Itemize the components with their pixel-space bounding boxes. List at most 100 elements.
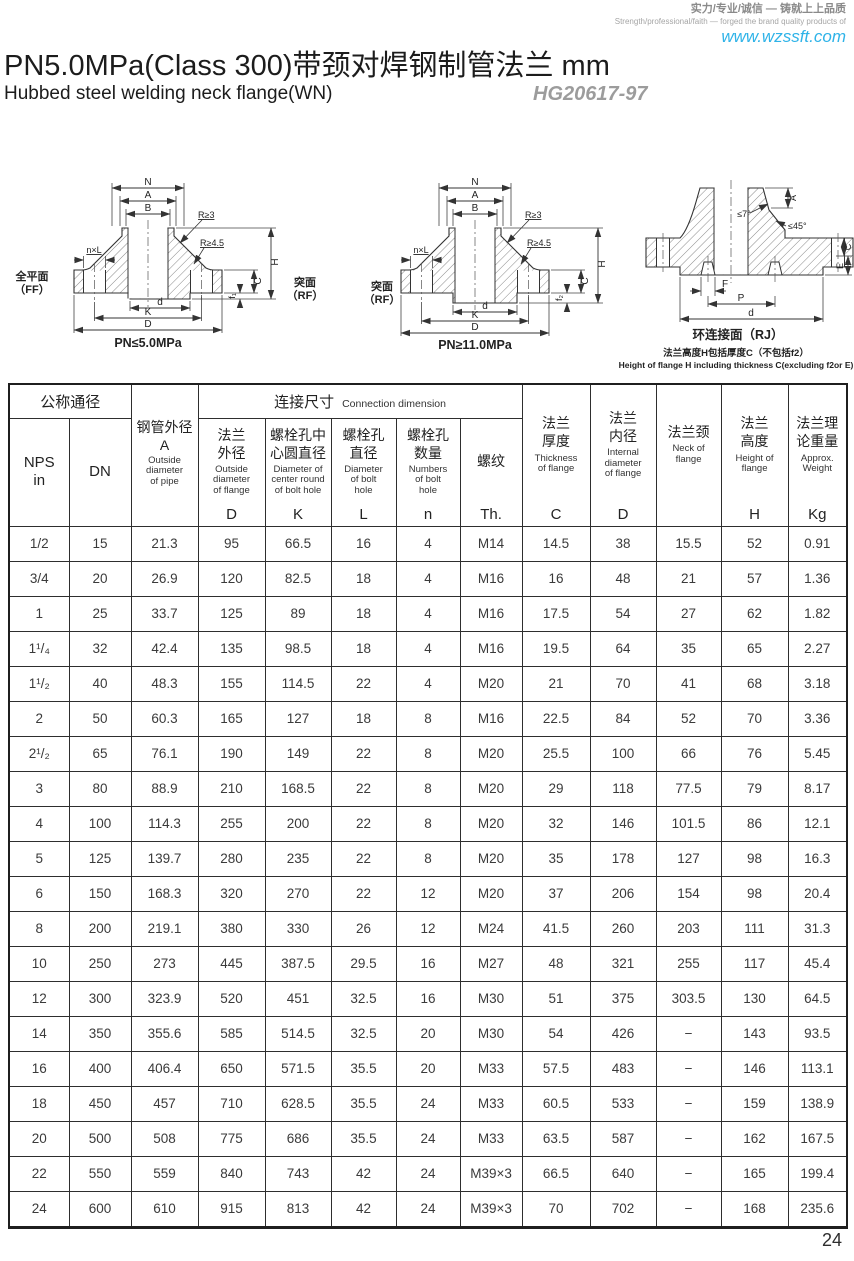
table-cell: 4 bbox=[395, 525, 461, 562]
table-cell: 451 bbox=[264, 980, 332, 1017]
table-cell: 0.91 bbox=[787, 525, 848, 562]
table-row: 14 350 355.6 585 514.5 32.5 20 M30 54 426−143 93.5 bbox=[8, 1015, 848, 1052]
table-cell: 6 bbox=[8, 875, 70, 912]
table-cell: 32.5 bbox=[330, 1015, 397, 1052]
col-group-nominal: 公称通径 bbox=[8, 383, 132, 419]
table-cell: 20 bbox=[8, 1120, 70, 1157]
table-cell: 54 bbox=[521, 1015, 591, 1052]
table-cell: 35.5 bbox=[330, 1085, 397, 1122]
radius-top-label: R≥3 bbox=[198, 210, 214, 220]
table-cell: 35.5 bbox=[330, 1120, 397, 1157]
table-cell: 8.17 bbox=[787, 770, 848, 807]
table-cell: 20 bbox=[395, 1015, 461, 1052]
dim-b-label: B bbox=[472, 203, 479, 214]
table-cell: 31.3 bbox=[787, 910, 848, 947]
table-cell: 35 bbox=[521, 840, 591, 877]
drawing3-note-en: Height of flange H including thickness C… bbox=[619, 360, 854, 370]
table-cell: 82.5 bbox=[264, 560, 332, 597]
table-cell: 775 bbox=[197, 1120, 266, 1157]
table-cell: 154 bbox=[655, 875, 722, 912]
table-cell: 20 bbox=[395, 1050, 461, 1087]
table-cell: 93.5 bbox=[787, 1015, 848, 1052]
table-cell: 21.3 bbox=[130, 525, 199, 562]
dim-d-out-label: D bbox=[144, 319, 151, 330]
table-cell: 303.5 bbox=[655, 980, 722, 1017]
page-number: 24 bbox=[821, 1230, 842, 1250]
table-row: 8 200 219.1 380 330 26 12 M24 41.5 260 203 111 31.3 bbox=[8, 910, 848, 947]
table-cell: 98 bbox=[720, 875, 789, 912]
table-cell: 118 bbox=[589, 770, 657, 807]
table-row: 1¹/₄ 32 42.4 135 98.5 18 4 M16 19.5 64 35 65 2.27 bbox=[8, 630, 848, 667]
table-cell: 120 bbox=[197, 560, 266, 597]
table-cell: 101.5 bbox=[655, 805, 722, 842]
table-row: 10 250 273 445 387.5 29.5 16 M27 48 321 255 117 45.4 bbox=[8, 945, 848, 982]
centerlines bbox=[421, 220, 529, 310]
table-cell: 387.5 bbox=[264, 945, 332, 982]
table-cell: 483 bbox=[589, 1050, 657, 1087]
table-cell: 57.5 bbox=[521, 1050, 591, 1087]
col-header-bolt-hole: 螺栓孔 直径 Diameter of bolt hole L bbox=[330, 417, 397, 527]
table-cell: 520 bbox=[197, 980, 266, 1017]
table-cell: 200 bbox=[264, 805, 332, 842]
table-cell: 95 bbox=[197, 525, 266, 562]
table-cell: 167.5 bbox=[787, 1120, 848, 1157]
table-cell: 65 bbox=[68, 735, 132, 772]
table-cell: 3 bbox=[8, 770, 70, 807]
table-cell: M39×3 bbox=[459, 1155, 523, 1192]
table-cell: M27 bbox=[459, 945, 523, 982]
dim-f-label: F bbox=[722, 279, 728, 290]
table-cell: 1.36 bbox=[787, 560, 848, 597]
table-cell: 25 bbox=[68, 595, 132, 632]
face-ff-cn: 全平面 bbox=[15, 269, 49, 283]
table-cell: 70 bbox=[521, 1190, 591, 1228]
table-cell: 146 bbox=[720, 1050, 789, 1087]
table-cell: 18 bbox=[330, 560, 397, 597]
website-link[interactable]: www.wzssft.com bbox=[721, 27, 846, 46]
table-cell: 27 bbox=[655, 595, 722, 632]
table-cell: 8 bbox=[395, 805, 461, 842]
table-cell: 62 bbox=[720, 595, 789, 632]
table-cell: M16 bbox=[459, 595, 523, 632]
table-cell: 355.6 bbox=[130, 1015, 199, 1052]
table-cell: 37 bbox=[521, 875, 591, 912]
table-cell: M16 bbox=[459, 630, 523, 667]
table-cell: 65 bbox=[720, 630, 789, 667]
table-cell: 165 bbox=[197, 700, 266, 737]
table-cell: 323.9 bbox=[130, 980, 199, 1017]
table-cell: 250 bbox=[68, 945, 132, 982]
face-rf-en: （RF） bbox=[364, 293, 401, 306]
dim-f2-label: f₂ bbox=[554, 294, 564, 301]
table-cell: 15.5 bbox=[655, 525, 722, 562]
dimension-table: 公称通径 钢管外径 A Outside diameter of pipe 连接尺… bbox=[8, 383, 849, 1229]
table-cell: 840 bbox=[197, 1155, 266, 1192]
table-cell: 111 bbox=[720, 910, 789, 947]
table-row: 24 600 610 915 813 42 24 M39×3 70 702−168 235.6 bbox=[8, 1190, 848, 1228]
table-cell: − bbox=[655, 1155, 722, 1192]
table-cell: 508 bbox=[130, 1120, 199, 1157]
table-cell: 114.3 bbox=[130, 805, 199, 842]
table-cell: 88.9 bbox=[130, 770, 199, 807]
table-cell: 255 bbox=[655, 945, 722, 982]
table-cell: 42 bbox=[330, 1155, 397, 1192]
table-row: 12 300 323.9 520 451 32.5 16 M30 51 375 303.5 130 64… bbox=[8, 980, 848, 1017]
table-cell: 16 bbox=[8, 1050, 70, 1087]
table-cell: 5.45 bbox=[787, 735, 848, 772]
table-row: 22 550 559 840 743 42 24 M39×3 66.5 640−165 199.4 bbox=[8, 1155, 848, 1192]
col-header-dn: DN bbox=[68, 417, 132, 527]
dim-c-label: C bbox=[580, 277, 591, 284]
drawing2-caption: PN≥11.0MPa bbox=[438, 338, 513, 352]
table-cell: 550 bbox=[68, 1155, 132, 1192]
table-cell: 585 bbox=[197, 1015, 266, 1052]
table-cell: 89 bbox=[264, 595, 332, 632]
table-cell: 12 bbox=[8, 980, 70, 1017]
table-cell: 51 bbox=[521, 980, 591, 1017]
table-cell: 41 bbox=[655, 665, 722, 702]
table-cell: 15 bbox=[68, 525, 132, 562]
table-cell: 22 bbox=[330, 665, 397, 702]
radius-bottom-label: R≥4.5 bbox=[527, 238, 551, 248]
col-header-pipe-od: 钢管外径 A Outside diameter of pipe bbox=[130, 383, 199, 527]
dim-c-label: C bbox=[843, 243, 853, 250]
table-cell: 22 bbox=[330, 840, 397, 877]
table-cell: 52 bbox=[720, 525, 789, 562]
table-cell: 84 bbox=[589, 700, 657, 737]
